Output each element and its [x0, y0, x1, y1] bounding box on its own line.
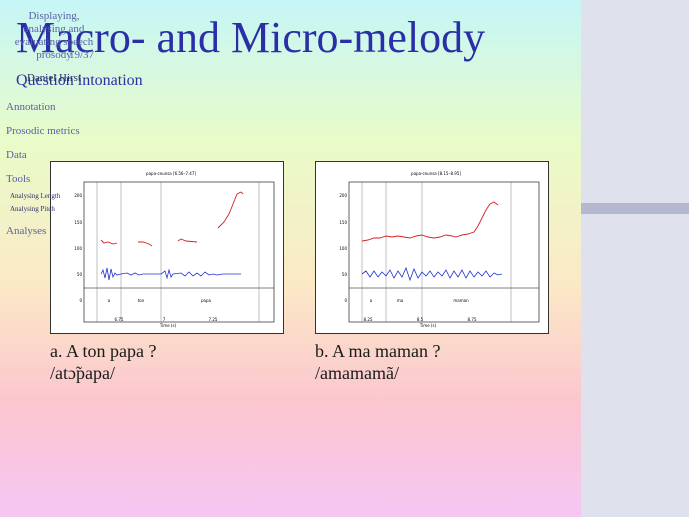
x-tick-b-3: 8.75: [468, 317, 477, 322]
x-label-a: Time (s): [159, 323, 177, 328]
caption-b-transcription: /amamamã/: [315, 363, 399, 383]
y-tick-a-150: 150: [74, 220, 82, 225]
segment-a-2: ton: [138, 298, 145, 303]
caption-a: a. A ton papa ? /atɔ̃papa/: [50, 340, 156, 384]
segment-b-2: ma: [397, 298, 404, 303]
pitch-plot-a: papa-ceunsa [6.56–7.47] 200 150 100 50 0…: [59, 168, 275, 328]
navigation-sidebar: [581, 0, 689, 517]
segment-a-3: papa: [201, 298, 212, 303]
y-tick-b-50: 50: [342, 272, 348, 277]
author-name: Daniel Hirst: [26, 72, 82, 84]
caption-a-text: a. A ton papa ?: [50, 341, 157, 361]
sidebar-active-highlight: [581, 203, 689, 214]
figure-b: papa-ceunsa [8.15–8.95] 200 150 100 50 0…: [315, 161, 549, 334]
x-tick-a-1: 6.75: [115, 317, 124, 322]
pitch-contour-a-2: [138, 241, 153, 247]
figure-a: papa-ceunsa [6.56–7.47] 200 150 100 50 0…: [50, 161, 284, 334]
pitch-contour-a-3: [177, 238, 198, 243]
waveform-a: [100, 267, 241, 281]
segment-b-1: a: [370, 298, 373, 303]
sidebar-item-annotation[interactable]: Annotation: [6, 101, 56, 113]
x-tick-b-2: 8.5: [417, 317, 424, 322]
sidebar-subitem-analysing-length[interactable]: Analysing Length: [10, 192, 61, 200]
x-label-b: Time (s): [419, 323, 437, 328]
y-tick-b-150: 150: [339, 220, 347, 225]
pitch-contour-a-1: [100, 239, 118, 245]
y-tick-a-200: 200: [74, 193, 82, 198]
y-tick-a-50: 50: [77, 272, 83, 277]
plot-title-b: papa-ceunsa [8.15–8.95]: [411, 171, 461, 176]
y-tick-b-200: 200: [339, 193, 347, 198]
sidebar-subitem-analysing-pitch[interactable]: Analysing Pitch: [10, 205, 55, 213]
sidebar-item-prosodic-metrics[interactable]: Prosodic metrics: [6, 125, 80, 137]
page-number: 19/37: [68, 49, 94, 61]
y-tick-b-100: 100: [339, 246, 347, 251]
x-tick-a-3: 7.25: [209, 317, 218, 322]
waveform-b: [361, 266, 503, 282]
segment-b-3: maman: [453, 298, 469, 303]
y-tick-a-0: 0: [79, 298, 82, 303]
y-tick-a-100: 100: [74, 246, 82, 251]
caption-a-transcription: /atɔ̃papa/: [50, 363, 115, 383]
sidebar-header[interactable]: Displaying, analysing and evaluating spe…: [0, 10, 108, 62]
pitch-plot-b: papa-ceunsa [8.15–8.95] 200 150 100 50 0…: [324, 168, 540, 328]
slide-subtitle: Question intonation: [16, 72, 143, 89]
pitch-contour-b: [361, 201, 499, 242]
caption-b: b. A ma maman ? /amamamã/: [315, 340, 440, 384]
caption-b-text: b. A ma maman ?: [315, 341, 441, 361]
segment-a-1: a: [108, 298, 111, 303]
slide-title: Macro- and Micro-melody: [16, 13, 486, 62]
pitch-contour-a-4: [217, 191, 244, 229]
sidebar-item-data[interactable]: Data: [6, 149, 27, 161]
y-tick-b-0: 0: [344, 298, 347, 303]
presentation-title: Displaying, analysing and evaluating spe…: [14, 10, 94, 61]
sidebar-item-tools[interactable]: Tools: [6, 173, 31, 185]
x-tick-b-1: 8.25: [364, 317, 373, 322]
plot-title-a: papa-ceunsa [6.56–7.47]: [146, 171, 196, 176]
x-tick-a-2: 7: [163, 317, 166, 322]
sidebar-item-analyses[interactable]: Analyses: [6, 225, 47, 237]
